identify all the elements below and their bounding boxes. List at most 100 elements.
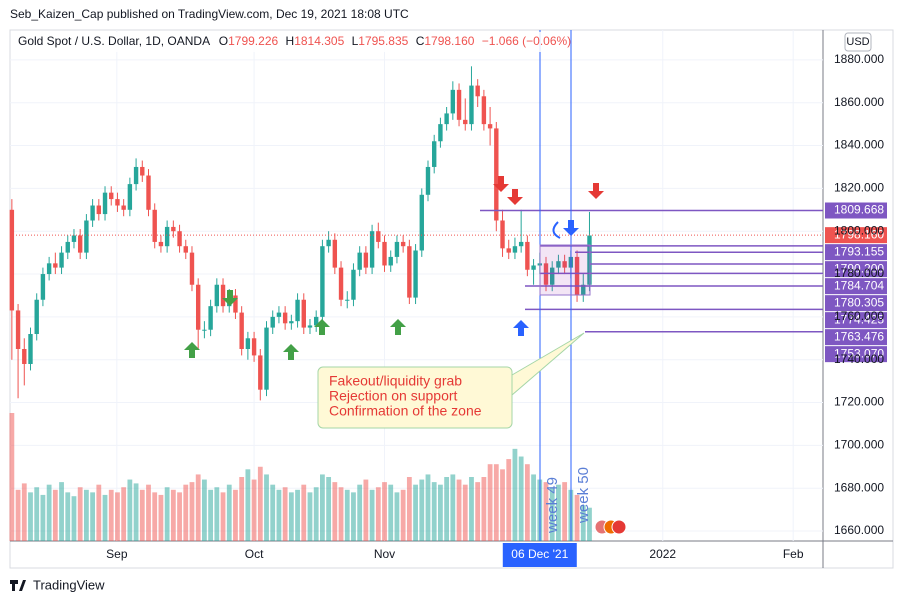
volume-bar	[524, 464, 530, 541]
candle-body	[71, 235, 77, 242]
candle-body	[376, 231, 381, 242]
volume-bar	[487, 464, 493, 541]
volume-bar	[102, 494, 108, 541]
legend-key: L	[352, 34, 359, 48]
candle-body	[9, 209, 15, 311]
currency-button[interactable]	[844, 32, 872, 52]
volume-bar	[170, 489, 176, 541]
candle-body	[531, 265, 536, 270]
volume-bar	[344, 489, 350, 541]
level-label: 1780.305	[834, 295, 884, 309]
candle-body	[140, 166, 145, 176]
week-label: week 50	[575, 467, 592, 524]
level-label-bg	[825, 227, 887, 244]
volume-bar	[400, 489, 406, 541]
volume-bar	[562, 482, 568, 541]
volume-bar	[9, 413, 15, 541]
y-tick-label: 1680.000	[834, 480, 884, 494]
volume-bar	[83, 489, 89, 541]
volume-bar	[245, 469, 251, 541]
candle-body	[525, 241, 530, 270]
candle-body	[220, 284, 226, 307]
volume-bar	[233, 489, 238, 541]
volume-bar	[574, 494, 580, 541]
volume-bar	[15, 489, 21, 541]
candle-body	[494, 128, 499, 221]
volume-bar	[21, 483, 27, 541]
legend-change: −1.066 (−0.06%)	[482, 34, 571, 48]
volume-bar	[351, 492, 356, 541]
candle-body	[115, 199, 120, 206]
volume-bar	[531, 474, 536, 541]
candle-body	[171, 226, 176, 232]
candle-body	[512, 246, 518, 253]
level-label-bg	[825, 346, 887, 363]
volume-bar	[152, 492, 158, 541]
candle-body	[332, 239, 338, 268]
volume-bar	[177, 492, 182, 541]
volume-bar	[77, 487, 83, 541]
candle-body	[121, 205, 126, 210]
candle-body	[158, 241, 164, 247]
candle-body	[239, 312, 244, 350]
volume-bar	[518, 456, 524, 541]
volume-bar	[139, 489, 145, 541]
candle-body	[518, 241, 524, 247]
candle-body	[202, 329, 207, 331]
volume-bar	[183, 484, 189, 541]
volume-bar	[189, 482, 195, 541]
volume-bar	[34, 487, 40, 541]
candle-body	[65, 241, 70, 253]
volume-bar	[543, 482, 549, 541]
volume-bar	[121, 487, 127, 541]
volume-bar	[475, 482, 481, 541]
candle-body	[500, 220, 505, 249]
candle-body	[189, 252, 195, 285]
candle-body	[382, 241, 387, 266]
volume-bar	[512, 448, 518, 541]
volume-bar	[214, 487, 220, 541]
callout-text: Fakeout/liquidity grab	[329, 373, 462, 389]
legend-value: 1798.160	[424, 34, 474, 48]
volume-bar	[115, 492, 120, 541]
candle-body	[313, 316, 319, 326]
volume-bar	[481, 477, 487, 541]
volume-bar	[133, 483, 139, 541]
candle-body	[152, 209, 157, 242]
volume-bar	[500, 469, 505, 541]
red-down-arrows	[493, 176, 604, 205]
legend-value: 1799.226	[228, 34, 278, 48]
candle-body	[233, 295, 238, 313]
volume-bar	[257, 466, 263, 541]
candle-body	[28, 334, 33, 364]
candle-body	[245, 338, 251, 350]
volume-bar	[313, 487, 319, 541]
legend-value: 1814.305	[294, 34, 344, 48]
curved-arrow	[552, 221, 561, 239]
level-label-bg	[825, 202, 887, 219]
candle-body	[425, 166, 431, 195]
y-tick-label: 1860.000	[834, 95, 884, 109]
candle-body	[59, 252, 64, 268]
volume-bar	[220, 492, 226, 541]
volume-bar	[469, 477, 474, 541]
level-label: 1798.160	[834, 227, 884, 241]
volume-bar	[320, 474, 325, 541]
candle-body	[40, 274, 46, 300]
candle-body	[487, 124, 493, 129]
candle-body	[556, 261, 561, 268]
level-label: 1790.200	[834, 261, 884, 275]
candle-body	[251, 338, 257, 356]
candle-body	[195, 284, 201, 330]
callout-text: Confirmation of the zone	[329, 403, 482, 419]
legend-key: C	[416, 34, 425, 48]
candle-body	[574, 256, 580, 296]
candle-body	[357, 252, 362, 270]
volume-bar	[338, 487, 344, 541]
volume-bar	[158, 494, 164, 541]
footer-brand: TradingView	[33, 577, 105, 592]
volume-bar	[301, 484, 307, 541]
week-label: week 49	[544, 477, 561, 534]
level-label-bg	[825, 261, 887, 278]
